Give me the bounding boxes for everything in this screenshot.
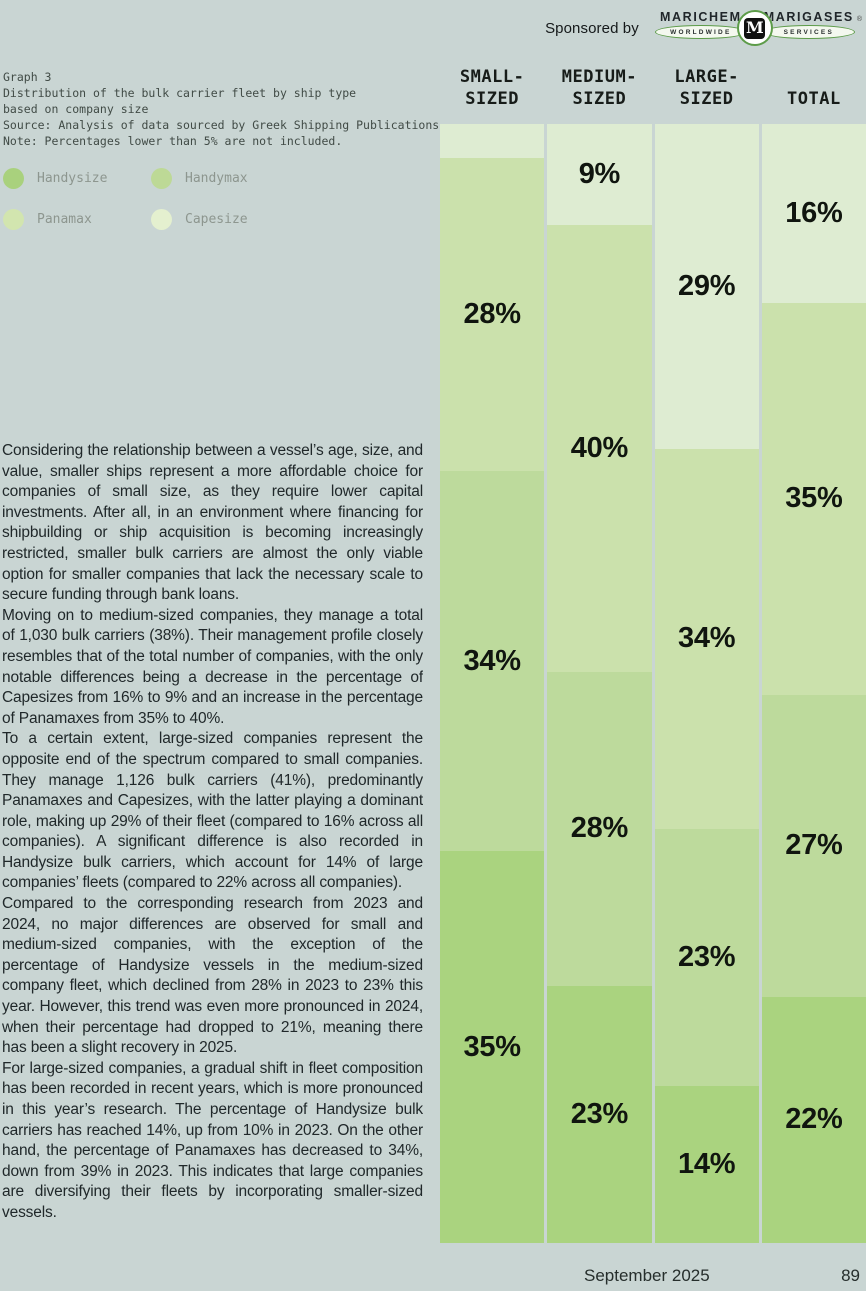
segment-value-label: 27% xyxy=(785,829,843,862)
legend-item-capesize: Capesize xyxy=(151,209,248,230)
segment-value-label: 34% xyxy=(463,644,521,677)
article-text: Considering the relationship between a v… xyxy=(2,441,423,1246)
graph-note: Note: Percentages lower than 5% are not … xyxy=(3,134,343,148)
logo-marigases-text: MARIGASES xyxy=(763,10,854,24)
segment-value-label: 35% xyxy=(463,1030,521,1063)
footer-issue-date: September 2025 xyxy=(584,1266,710,1285)
chart-legend: Handysize Handymax Panamax Capesize xyxy=(3,168,248,230)
legend-dot-icon xyxy=(3,168,24,189)
marichem-marigases-logo: MARICHEM WORLDWIDE M MARIGASES SERVICES … xyxy=(654,10,862,46)
segment-value-label: 14% xyxy=(678,1148,736,1181)
column-header-small: SMALL- SIZED xyxy=(459,67,525,109)
article-paragraph-4: Compared to the corresponding research f… xyxy=(2,895,423,1057)
legend-item-handymax: Handymax xyxy=(151,168,248,189)
graph-title-line2: based on company size xyxy=(3,102,149,116)
segment-value-label: 23% xyxy=(570,1097,628,1130)
segment-capesize-medium: 9% xyxy=(547,124,652,225)
segment-handymax-large: 23% xyxy=(654,828,759,1087)
legend-item-handysize: Handysize xyxy=(3,168,151,189)
segment-handymax-small: 34% xyxy=(440,470,545,852)
column-header-large: LARGE- SIZED xyxy=(674,67,739,109)
segment-handymax-medium: 28% xyxy=(547,672,652,986)
segment-value-label: 23% xyxy=(678,941,736,974)
segment-panamax-small: 28% xyxy=(440,157,545,471)
graph-source: Source: Analysis of data sourced by Gree… xyxy=(3,118,440,132)
legend-label: Handysize xyxy=(37,171,108,186)
legend-dot-icon xyxy=(3,209,24,230)
logo-monogram: M xyxy=(744,17,766,39)
segment-handysize-total: 22% xyxy=(761,996,866,1243)
article-paragraph-3: To a certain extent, large-sized compani… xyxy=(2,730,423,892)
segment-value-label: 40% xyxy=(570,432,628,464)
footer-page-number: 89 xyxy=(841,1266,860,1285)
stacked-bar-chart: 28% 34% 35% 9% 40% 28% 23% 29% 34% 23% 14% 16% 35% 27… xyxy=(440,124,866,1243)
segment-value-label: 35% xyxy=(785,482,843,515)
graph-title-line1: Distribution of the bulk carrier fleet b… xyxy=(3,86,357,100)
segment-panamax-medium: 40% xyxy=(547,224,652,673)
bar-large: 29% 34% 23% 14% xyxy=(654,124,759,1243)
segment-handymax-total: 27% xyxy=(761,694,866,997)
logo-worldwide-oval: WORLDWIDE xyxy=(654,25,747,39)
legend-dot-icon xyxy=(151,209,172,230)
article-paragraph-1: Considering the relationship between a v… xyxy=(2,442,423,604)
registered-trademark-symbol: ® xyxy=(856,16,862,23)
segment-value-label: 34% xyxy=(678,622,736,655)
logo-m-badge-icon: M xyxy=(736,10,773,46)
sponsored-by-label: Sponsored by xyxy=(545,19,639,37)
bar-total: 16% 35% 27% 22% xyxy=(761,124,866,1243)
segment-handysize-large: 14% xyxy=(654,1086,759,1243)
legend-item-panamax: Panamax xyxy=(3,209,151,230)
segment-value-label: 28% xyxy=(463,297,521,330)
graph-caption: Graph 3 Distribution of the bulk carrier… xyxy=(3,69,440,149)
segment-value-label: 29% xyxy=(678,269,736,302)
column-header-medium: MEDIUM- SIZED xyxy=(561,67,637,109)
segment-handysize-medium: 23% xyxy=(547,985,652,1243)
logo-services-oval: SERVICES xyxy=(762,25,855,39)
logo-right-side: MARIGASES SERVICES xyxy=(762,10,855,39)
chart-headers: SMALL- SIZED MEDIUM- SIZED LARGE- SIZED TOT… xyxy=(440,56,866,110)
article-paragraph-5: For large-sized companies, a gradual shi… xyxy=(2,1059,423,1221)
segment-value-label: 22% xyxy=(785,1103,843,1136)
segment-capesize-small xyxy=(440,124,545,158)
segment-value-label: 16% xyxy=(785,197,843,230)
page-header: Sponsored by MARICHEM WORLDWIDE M MARIGA… xyxy=(0,6,862,50)
legend-dot-icon xyxy=(151,168,172,189)
segment-handysize-small: 35% xyxy=(440,851,545,1243)
segment-panamax-total: 35% xyxy=(761,303,866,695)
logo-marichem-text: MARICHEM xyxy=(660,10,742,24)
logo-left-side: MARICHEM WORLDWIDE xyxy=(654,10,747,39)
bar-medium: 9% 40% 28% 23% xyxy=(547,124,652,1243)
segment-value-label: 9% xyxy=(578,157,621,190)
logo-worldwide-text: WORLDWIDE xyxy=(670,28,732,36)
segment-panamax-large: 34% xyxy=(654,448,759,829)
legend-label: Handymax xyxy=(185,171,248,186)
logo-services-text: SERVICES xyxy=(783,28,834,36)
segment-value-label: 28% xyxy=(570,812,628,845)
column-header-total: TOTAL xyxy=(787,89,841,109)
segment-capesize-total: 16% xyxy=(761,124,866,304)
article-paragraph-2: Moving on to medium-sized companies, the… xyxy=(2,606,423,727)
graph-number: Graph 3 xyxy=(3,70,52,84)
bar-small: 28% 34% 35% xyxy=(440,124,545,1243)
legend-label: Panamax xyxy=(37,212,92,227)
legend-label: Capesize xyxy=(185,212,248,227)
segment-capesize-large: 29% xyxy=(654,124,759,449)
